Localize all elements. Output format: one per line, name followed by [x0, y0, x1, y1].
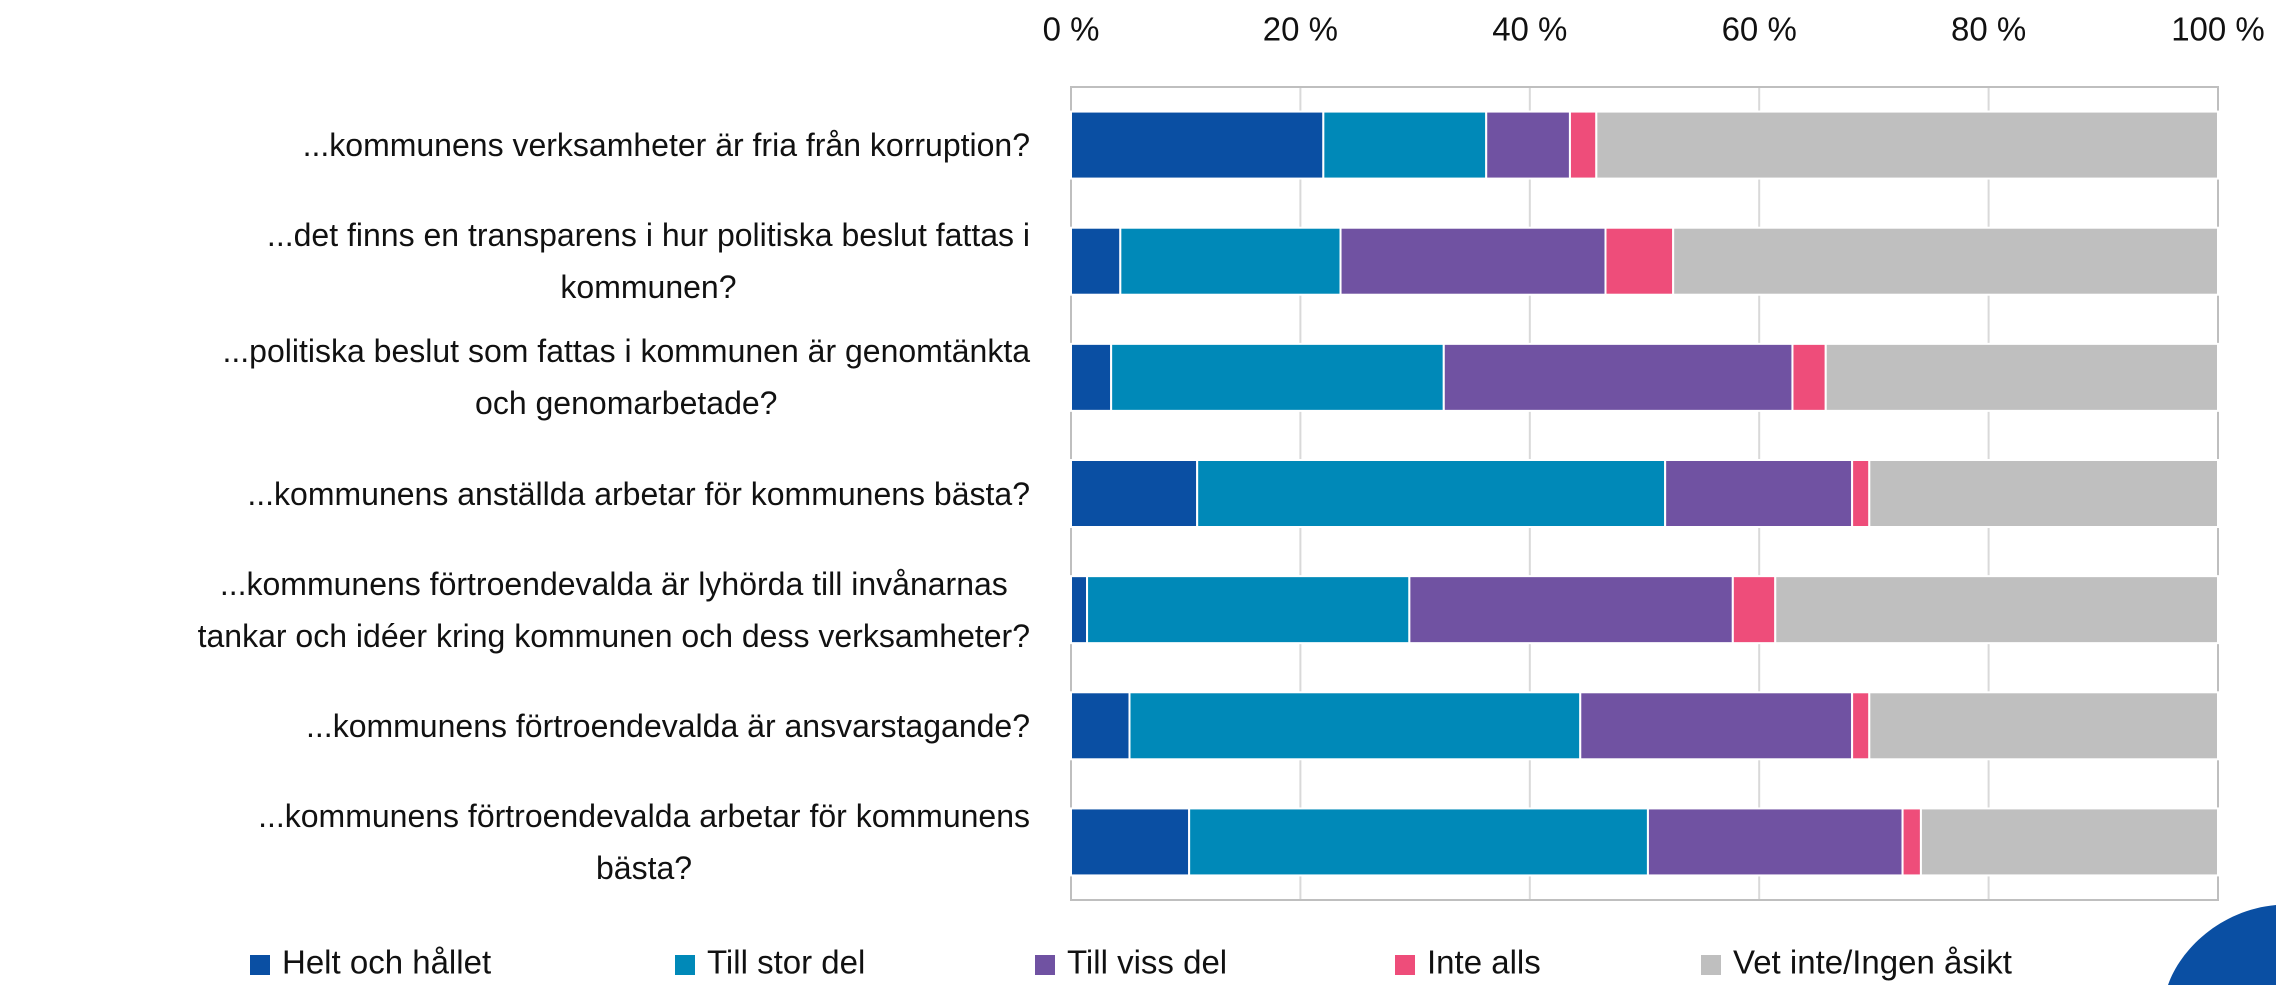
bar-segment [1733, 576, 1775, 643]
bar-segment [1852, 460, 1869, 527]
bar-segment [1323, 112, 1486, 179]
category-text: ...kommunens verksamheter är fria från k… [303, 119, 1030, 171]
bar-segment [1570, 112, 1596, 179]
category-label: ...kommunens förtroendevalda arbetar för… [0, 787, 1030, 897]
bar-segment [1921, 808, 2218, 875]
bar-segment [1071, 692, 1129, 759]
bar-segment [1648, 808, 1903, 875]
legend-swatch [1035, 955, 1055, 975]
category-label: ...politiska beslut som fattas i kommune… [0, 322, 1030, 432]
category-text: ...det finns en transparens i hur politi… [267, 209, 1030, 313]
bar-segment [1869, 460, 2218, 527]
x-tick-label: 0 % [1043, 11, 1100, 48]
legend-label: Inte alls [1427, 944, 1541, 981]
bar-segment [1071, 808, 1189, 875]
category-label: ...kommunens anställda arbetar för kommu… [0, 439, 1030, 549]
bar-segment [1071, 576, 1087, 643]
x-tick-label: 60 % [1722, 11, 1797, 48]
bar-segment [1129, 692, 1580, 759]
bar-segment [1071, 112, 1323, 179]
bar-segment [1596, 112, 2218, 179]
legend-swatch [1395, 955, 1415, 975]
x-tick-label: 80 % [1951, 11, 2026, 48]
legend-swatch [675, 955, 695, 975]
category-label: ...kommunens förtroendevalda är ansvarst… [0, 671, 1030, 781]
x-tick-label: 20 % [1263, 11, 1338, 48]
x-tick-label: 40 % [1492, 11, 1567, 48]
bar-segment [1792, 344, 1825, 411]
bar-segment [1852, 692, 1869, 759]
legend-swatch [250, 955, 270, 975]
bar-segment [1826, 344, 2218, 411]
bar-segment [1775, 576, 2218, 643]
category-text: ...kommunens förtroendevalda är lyhörda … [198, 558, 1030, 662]
bar-segment [1409, 576, 1732, 643]
bar-segment [1444, 344, 1793, 411]
bar-segment [1120, 228, 1340, 295]
bar-segment [1673, 228, 2218, 295]
category-label: ...kommunens verksamheter är fria från k… [0, 90, 1030, 200]
bar-segment [1606, 228, 1674, 295]
bar-segment [1071, 460, 1197, 527]
category-text: ...kommunens anställda arbetar för kommu… [247, 468, 1030, 520]
bar-segment [1189, 808, 1648, 875]
category-text: ...politiska beslut som fattas i kommune… [223, 325, 1031, 429]
bar-segment [1071, 344, 1111, 411]
legend-label: Till stor del [707, 944, 865, 981]
legend-swatch [1701, 955, 1721, 975]
bar-segment [1869, 692, 2218, 759]
bar-segment [1903, 808, 1921, 875]
bar-segment [1486, 112, 1570, 179]
page: 0 % 20 % 40 % 60 % 80 % 100 % Helt och hållet T… [0, 0, 2276, 985]
legend-label: Helt och hållet [282, 944, 491, 981]
bar-segment [1580, 692, 1852, 759]
category-text: ...kommunens förtroendevalda arbetar för… [258, 790, 1030, 894]
legend-label: Till viss del [1067, 944, 1227, 981]
bar-segment [1071, 228, 1120, 295]
bar-segment [1111, 344, 1444, 411]
x-tick-label: 100 % [2171, 11, 2265, 48]
legend-label: Vet inte/Ingen åsikt [1733, 944, 2012, 981]
bar-segment [1197, 460, 1665, 527]
decoration [2168, 905, 2276, 985]
bar-segment [1665, 460, 1852, 527]
bar-segment [1341, 228, 1606, 295]
bar-segment [1087, 576, 1409, 643]
category-label: ...kommunens förtroendevalda är lyhörda … [0, 555, 1030, 665]
category-label: ...det finns en transparens i hur politi… [0, 206, 1030, 316]
category-text: ...kommunens förtroendevalda är ansvarst… [306, 700, 1030, 752]
